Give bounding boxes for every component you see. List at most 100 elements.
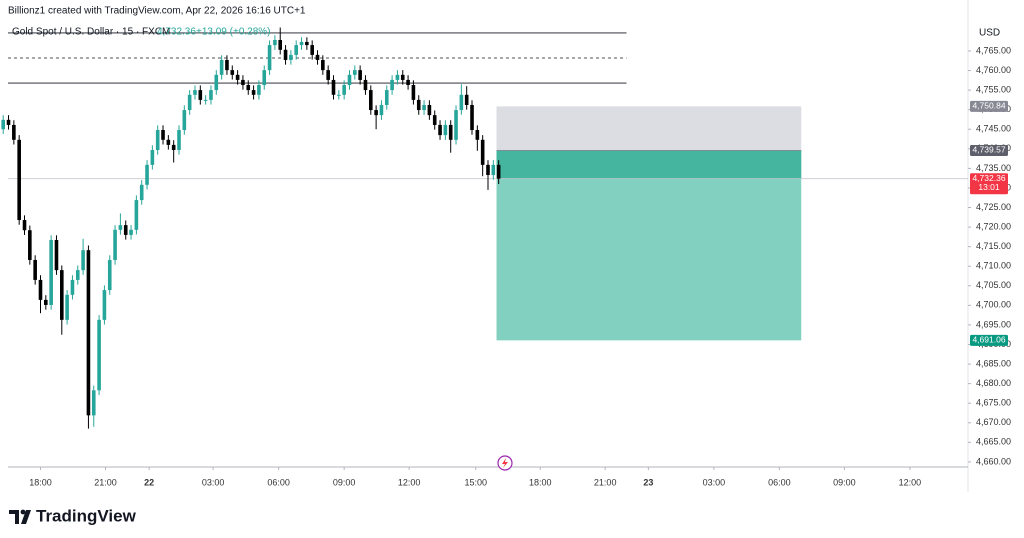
y-tick-label: 4,760.00	[976, 65, 1011, 75]
candle-body	[273, 40, 277, 46]
candle-body	[246, 85, 251, 91]
y-tick-label: 4,715.00	[976, 241, 1011, 251]
candle-body	[422, 104, 426, 111]
candle-body	[38, 279, 43, 300]
x-tick-label: 03:00	[703, 477, 726, 487]
y-tick-label: 4,710.00	[976, 261, 1011, 271]
candle-body	[241, 79, 245, 86]
candle-body	[139, 184, 144, 201]
candle-body	[209, 90, 213, 100]
candle-body	[289, 54, 293, 60]
x-tick-label: 03:00	[202, 477, 225, 487]
candle-body	[363, 79, 368, 91]
header-change: +13.09 (+0.28%)	[196, 27, 271, 38]
currency-label: USD	[979, 28, 1000, 39]
target-tag-label: 4,691.06	[972, 335, 1005, 345]
candle-body	[400, 74, 405, 80]
y-tick-label: 4,720.00	[976, 221, 1011, 231]
candle-body	[193, 90, 197, 95]
y-tick-label: 4,660.00	[976, 456, 1011, 466]
candle-body	[44, 299, 48, 305]
candle-body	[438, 124, 442, 136]
candle-body	[235, 74, 240, 80]
candle-body	[198, 90, 203, 100]
candle-body	[486, 164, 490, 176]
candle-body	[171, 144, 176, 150]
x-tick-label: 18:00	[529, 477, 552, 487]
candle-body	[299, 41, 304, 46]
candle-body	[475, 130, 480, 140]
y-tick-label: 4,705.00	[976, 280, 1011, 290]
candle-body	[251, 90, 256, 95]
candle-body	[395, 74, 400, 80]
candle-body	[448, 124, 453, 140]
candle-body	[97, 319, 101, 391]
candle-body	[331, 79, 336, 95]
candle-body	[491, 164, 496, 176]
candle-body	[225, 59, 229, 71]
candle-body	[214, 74, 219, 91]
x-tick-label: 09:00	[333, 477, 356, 487]
candle-body	[177, 130, 181, 150]
candle-body	[480, 139, 485, 165]
candle-body	[454, 110, 458, 140]
y-tick-label: 4,665.00	[976, 437, 1011, 447]
brand-name: TradingView	[36, 506, 137, 525]
candle-body	[315, 54, 320, 60]
candle-body	[155, 130, 160, 150]
x-tick-label: 06:00	[267, 477, 290, 487]
candle-body	[102, 290, 107, 320]
candle-body	[411, 85, 416, 100]
candle-body	[470, 104, 474, 131]
candle-body	[257, 85, 261, 95]
candle-body	[182, 110, 187, 131]
candle-body	[379, 104, 384, 116]
credit: Billionz1 created with TradingView.com, …	[8, 6, 306, 17]
candle-body	[406, 79, 410, 86]
x-tick-label: 12:00	[398, 477, 421, 487]
replay-icon[interactable]	[497, 455, 513, 471]
candle-body	[443, 124, 448, 136]
candle-body	[294, 45, 299, 55]
candle-body	[59, 270, 64, 320]
plot	[1, 27, 968, 429]
entry-tag-label: 4,739.57	[972, 145, 1005, 155]
x-tick-label: 15:00	[464, 477, 487, 487]
candle-body	[123, 225, 128, 235]
candle-body	[70, 279, 75, 295]
y-tick-label: 4,725.00	[976, 202, 1011, 212]
y-tick-label: 4,680.00	[976, 378, 1011, 388]
candle-body	[496, 164, 501, 179]
logo-dot	[20, 509, 26, 515]
y-tick-label: 4,695.00	[976, 319, 1011, 329]
candle-body	[283, 49, 288, 60]
x-tick-label: 23	[643, 477, 653, 487]
y-tick-label: 4,755.00	[976, 84, 1011, 94]
candle-body	[347, 74, 352, 86]
candle-body	[22, 220, 27, 231]
open-profit-zone	[496, 150, 802, 179]
stop-tag-label: 4,750.84	[972, 101, 1005, 111]
candle-body	[12, 124, 16, 140]
candle-body	[230, 70, 235, 75]
entry-tag-box	[970, 144, 1008, 156]
candle-body	[305, 41, 309, 46]
x-tick-label: 12:00	[899, 477, 922, 487]
candle-body	[65, 294, 69, 320]
candle-body	[81, 250, 85, 271]
x-tick-label: 22	[144, 477, 154, 487]
candle-body	[427, 104, 432, 116]
candle-body	[262, 70, 267, 86]
replay-bolt	[502, 458, 508, 468]
brand-logo	[9, 509, 31, 524]
candle-body	[91, 390, 96, 416]
header-price: 4,732.36	[157, 27, 196, 38]
candle-body	[187, 94, 192, 111]
candle-body	[416, 99, 421, 111]
candle-body	[219, 59, 224, 75]
candle-body	[161, 130, 165, 140]
candle-body	[166, 139, 171, 145]
stop-tag-box	[970, 100, 1008, 112]
x-tick-label: 21:00	[94, 477, 117, 487]
